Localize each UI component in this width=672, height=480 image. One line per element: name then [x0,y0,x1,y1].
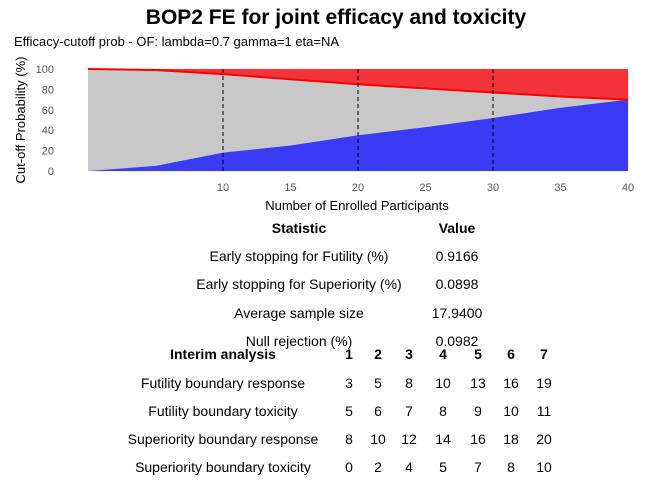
value-header: Value [438,220,476,236]
statistic-header: Statistic [271,220,327,236]
boundary-cell: 4 [405,459,413,475]
column-header: 6 [507,346,515,362]
boundary-label: Superiority boundary response [127,431,319,447]
column-header: 2 [374,346,382,362]
x-axis-ticks: 10 15 20 25 30 35 40 [217,182,634,194]
stat-label: Early stopping for Superiority (%) [196,276,402,292]
x-tick-label: 20 [352,182,364,194]
boundary-cell: 6 [374,403,382,419]
y-tick-label: 60 [42,105,54,117]
x-tick-label: 35 [554,182,566,194]
boundary-cell: 11 [536,403,552,419]
y-tick-label: 0 [48,166,54,178]
boundary-cell: 13 [470,375,486,391]
stat-label: Early stopping for Futility (%) [209,248,389,264]
boundary-cell: 10 [370,431,386,447]
y-tick-label: 100 [36,64,54,76]
boundary-cell: 18 [503,431,519,447]
x-tick-label: 25 [419,182,431,194]
boundary-cell: 8 [405,375,413,391]
boundary-cell: 14 [435,431,451,447]
stat-value: 0.0982 [435,333,479,349]
y-tick-label: 80 [42,84,54,96]
column-header: 1 [345,346,353,362]
y-axis-ticks: 0 20 40 60 80 100 [36,64,54,178]
boundary-label: Futility boundary response [140,375,306,391]
x-tick-label: 30 [487,182,499,194]
boundary-cell: 8 [507,459,515,475]
column-header: 4 [439,346,447,362]
x-tick-label: 40 [622,182,634,194]
interim-analysis-lines [222,69,494,171]
boundary-cell: 9 [474,403,482,419]
boundary-cell: 10 [536,459,552,475]
interim-analysis-header: Interim analysis [170,346,276,362]
boundary-cell: 12 [401,431,417,447]
boundary-cell: 0 [345,459,353,475]
y-tick-label: 40 [42,125,54,137]
boundary-cell: 7 [405,403,413,419]
boundary-cell: 10 [435,375,451,391]
boundary-cell: 16 [470,431,486,447]
boundary-cell: 8 [345,431,353,447]
x-axis-label: Number of Enrolled Participants [265,198,449,213]
x-tick-label: 10 [217,182,229,194]
boundary-cell: 19 [536,375,552,391]
stat-value: 0.9166 [435,248,479,264]
boundary-label: Futility boundary toxicity [148,403,298,419]
column-header: 7 [540,346,548,362]
cutoff-probability-chart: 0 20 40 60 80 100 10 15 20 25 30 35 40 Number of En… [13,57,634,213]
stat-label: Null rejection (%) [245,333,353,349]
boundary-cell: 3 [345,375,353,391]
boundary-cell: 8 [439,403,447,419]
x-tick-label: 15 [284,182,296,194]
boundary-label: Superiority boundary toxicity [135,459,311,475]
boundary-cell: 20 [536,431,552,447]
chart-title: BOP2 FE for joint efficacy and toxicity [145,6,527,29]
boundary-cell: 10 [503,403,519,419]
column-header: 5 [474,346,482,362]
chart-subtitle: Efficacy-cutoff prob - OF: lambda=0.7 ga… [14,34,340,49]
y-tick-label: 20 [42,146,54,158]
boundary-cell: 16 [503,375,519,391]
stat-label: Average sample size [234,305,364,321]
boundary-cell: 2 [374,459,382,475]
stat-value: 0.0898 [435,276,479,292]
boundary-cell: 7 [474,459,482,475]
boundary-cell: 5 [374,375,382,391]
boundary-cell: 5 [439,459,447,475]
stat-value: 17.9400 [431,305,483,321]
y-axis-label: Cut-off Probability (%) [13,57,28,184]
boundary-cell: 5 [345,403,353,419]
column-header: 3 [405,346,413,362]
